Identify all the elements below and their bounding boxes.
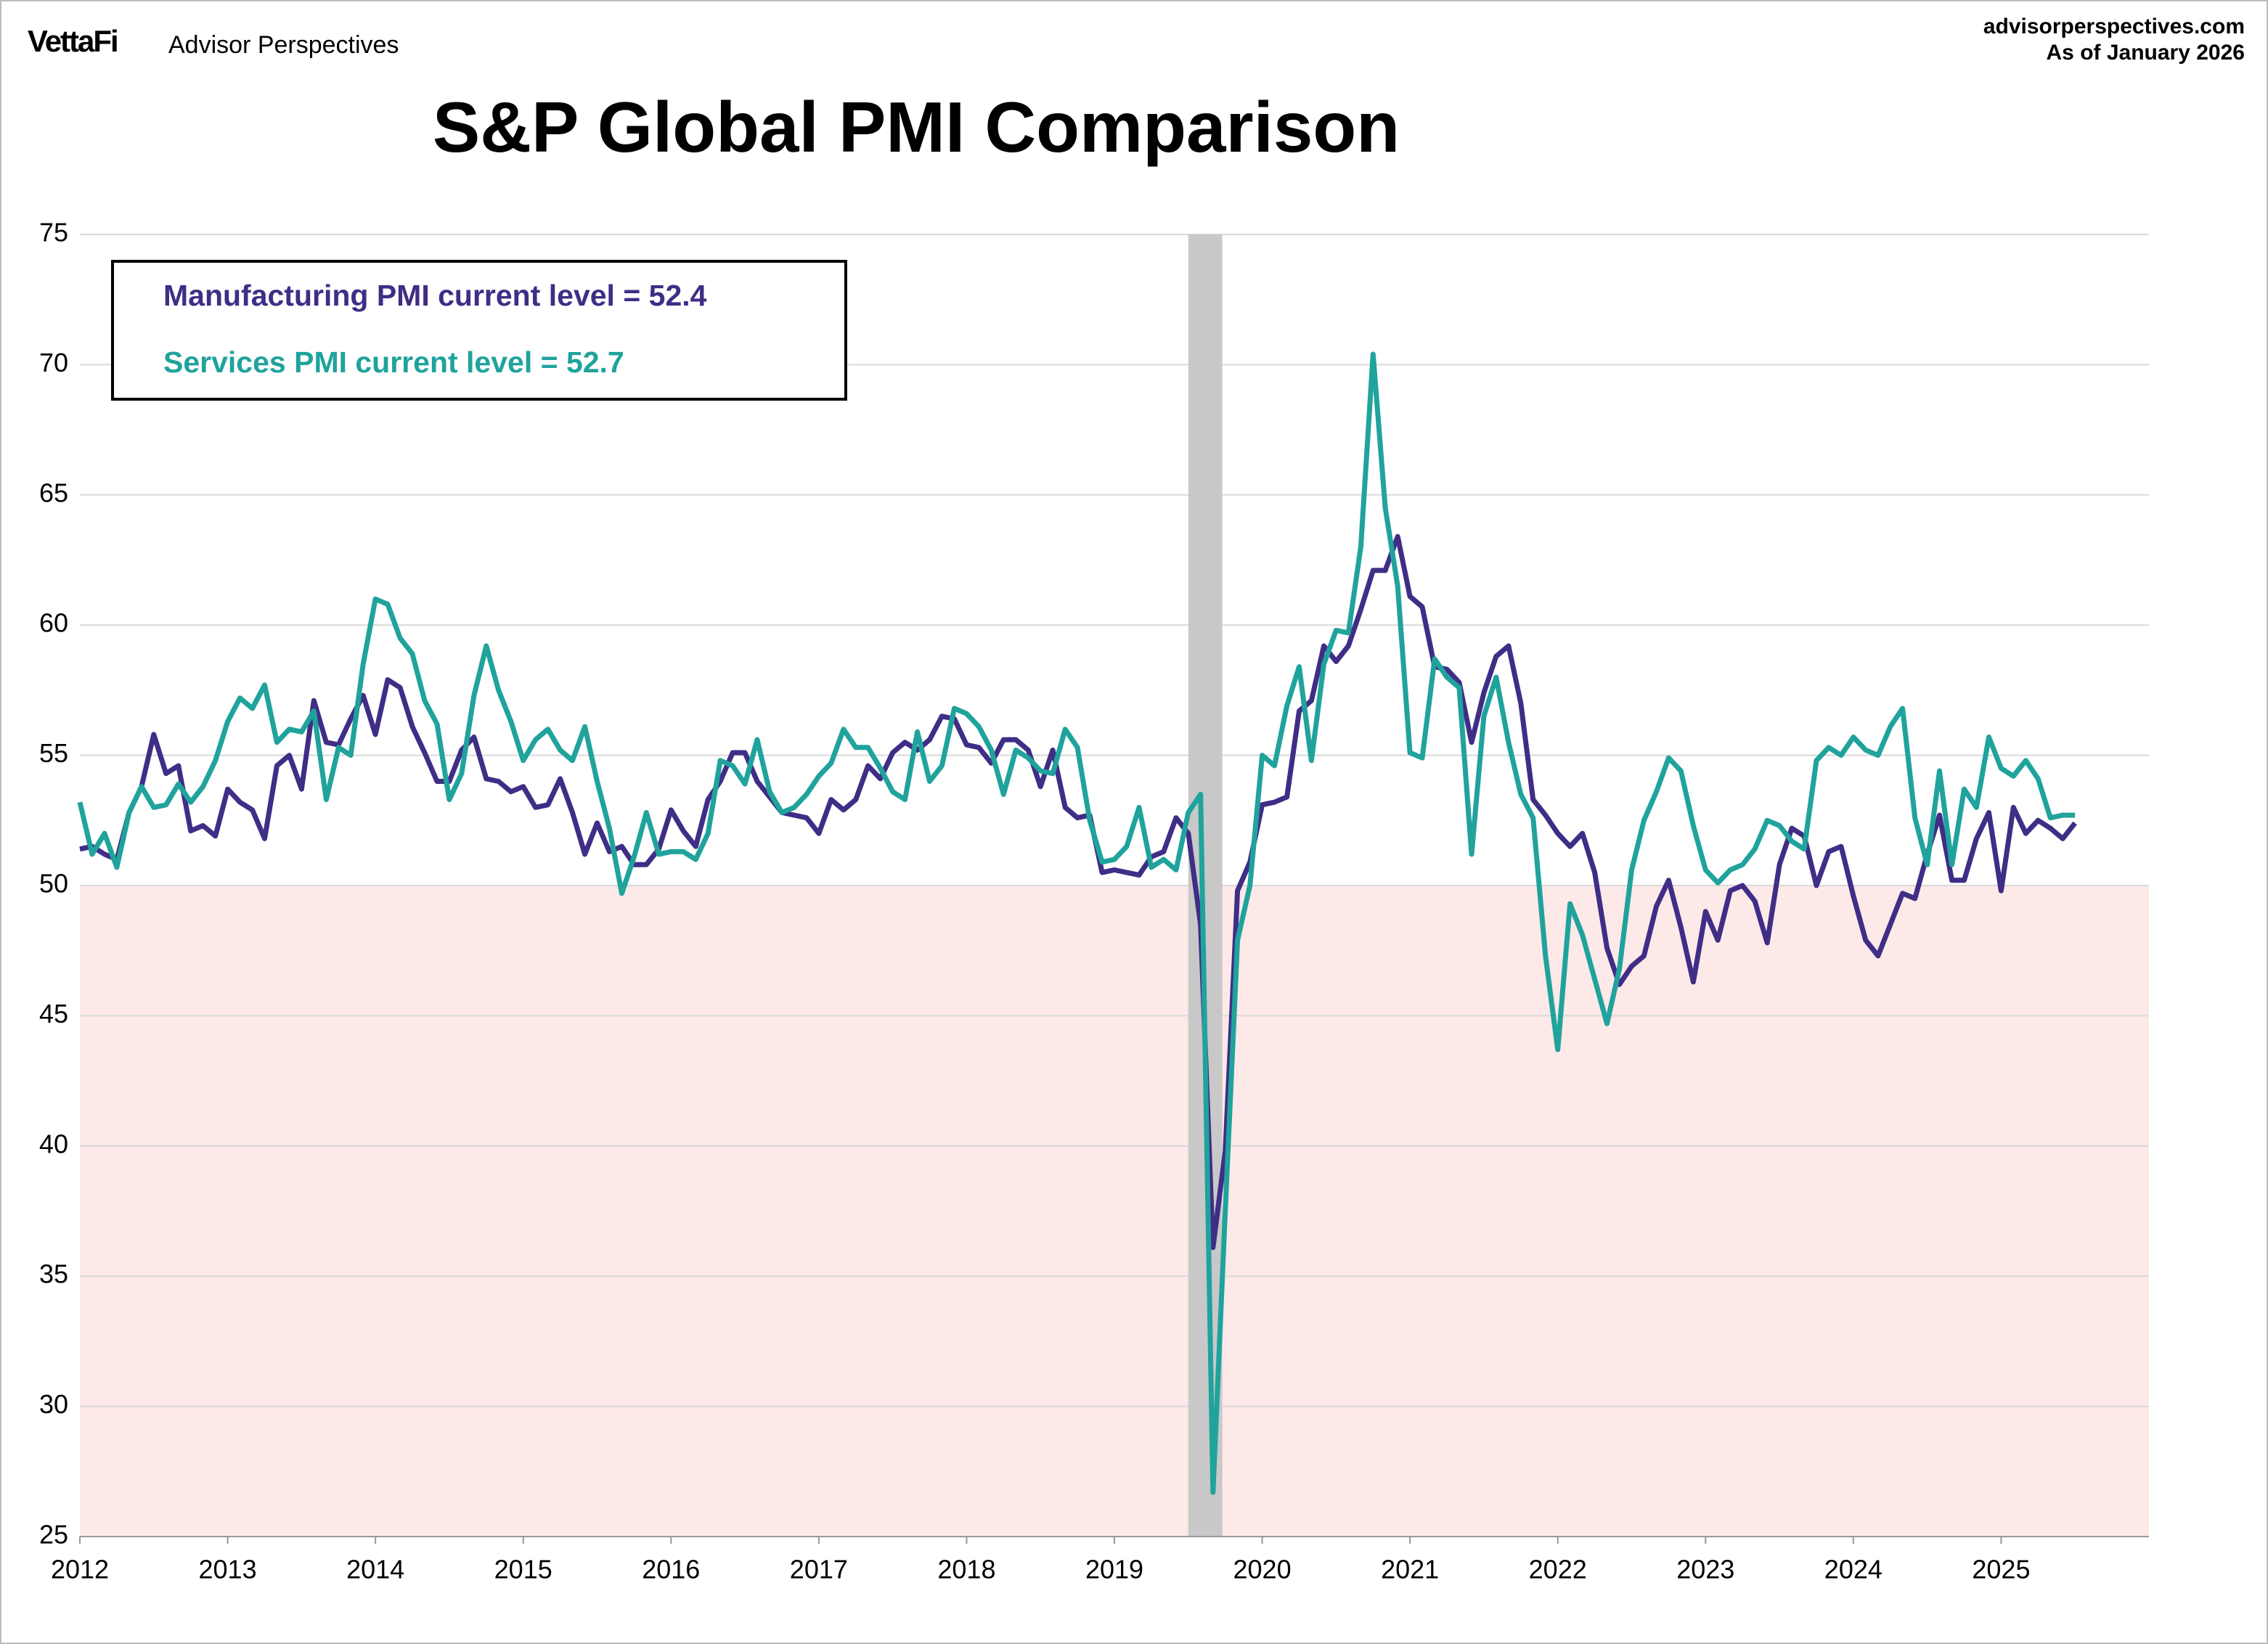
y-tick-label: 25: [39, 1520, 68, 1550]
x-tick-label: 2019: [1085, 1555, 1143, 1584]
y-tick-label: 40: [39, 1129, 68, 1158]
series-line: [79, 533, 2077, 1251]
annotation: Manufacturing PMI current level = 52.4: [163, 279, 707, 312]
site: advisorperspectives.com: [1983, 15, 2245, 38]
y-tick-label: 35: [39, 1259, 68, 1289]
x-tick-label: 2015: [494, 1555, 552, 1584]
annotation-box: [111, 260, 847, 401]
x-tick-label: 2016: [642, 1555, 700, 1584]
x-tick-label: 2020: [1233, 1555, 1292, 1584]
y-tick-label: 65: [39, 478, 68, 507]
y-tick-label: 60: [39, 608, 68, 638]
annotation: Services PMI current level = 52.7: [163, 345, 624, 379]
y-tick-label: 55: [39, 738, 68, 768]
x-tick-label: 2018: [937, 1555, 995, 1584]
x-tick-label: 2023: [1676, 1555, 1734, 1584]
chart-title: S&P Global PMI Comparison: [433, 87, 1400, 167]
series-line: [77, 351, 2076, 1495]
date: As of January 2026: [2047, 41, 2245, 65]
y-tick-label: 50: [39, 869, 68, 899]
x-tick-label: 2014: [346, 1555, 404, 1584]
y-tick-label: 75: [39, 218, 68, 248]
y-tick-label: 70: [39, 348, 68, 377]
x-tick-label: 2012: [51, 1555, 109, 1584]
contraction-zone: [80, 886, 2149, 1537]
x-tick-label: 2017: [790, 1555, 848, 1584]
y-tick-label: 45: [39, 999, 68, 1028]
x-tick-label: 2024: [1824, 1555, 1882, 1584]
publisher: Advisor Perspectives: [168, 31, 399, 59]
x-tick-label: 2021: [1381, 1555, 1439, 1584]
y-tick-label: 30: [39, 1389, 68, 1419]
x-tick-label: 2013: [199, 1555, 257, 1584]
brand: VettaFi: [28, 24, 118, 58]
x-tick-label: 2022: [1529, 1555, 1587, 1584]
x-tick-label: 2025: [1972, 1555, 2030, 1584]
